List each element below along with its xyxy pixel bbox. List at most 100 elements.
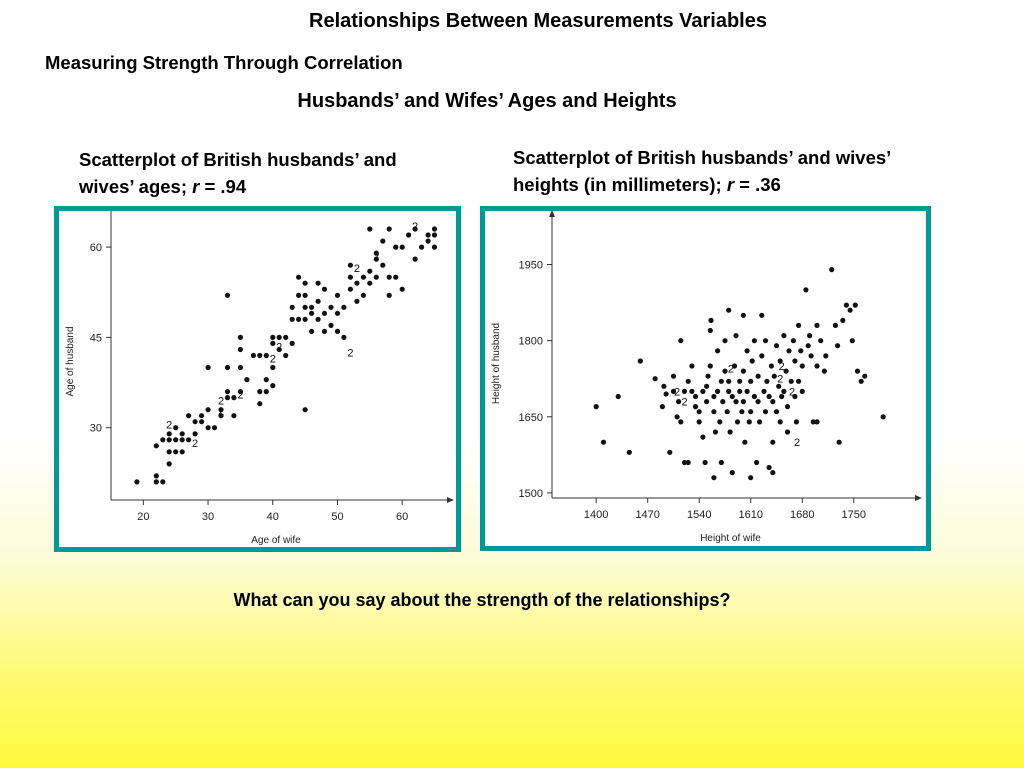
heights-point [678, 338, 684, 344]
ages-point [237, 364, 243, 371]
ages-point [302, 292, 308, 298]
heights-x-tick-label: 1750 [842, 509, 866, 521]
caption-heights-r-value: = .36 [734, 174, 781, 195]
ages-point [334, 328, 341, 334]
ages-point [270, 383, 276, 389]
heights-x-tick-label: 1400 [584, 509, 608, 521]
heights-point [626, 449, 632, 455]
heights-point [771, 373, 777, 379]
ages-point [296, 292, 302, 298]
heights-point [852, 302, 858, 308]
ages-point [224, 364, 231, 371]
heights-point [836, 439, 842, 445]
caption-ages-text: Scatterplot of British husbands’ and wiv… [79, 149, 397, 197]
heights-point [740, 312, 746, 318]
heights-point [696, 419, 702, 425]
heights-point [708, 317, 714, 323]
ages-point [309, 310, 315, 316]
heights-point [768, 363, 774, 369]
ages-point [179, 449, 185, 455]
heights-point [696, 409, 702, 415]
ages-point [231, 413, 237, 419]
heights-point [762, 409, 769, 415]
ages-point [257, 352, 263, 359]
heights-point [748, 475, 754, 481]
slide-subtitle: Measuring Strength Through Correlation [45, 52, 403, 73]
ages-point-label: 2 [276, 341, 282, 353]
heights-point [810, 419, 816, 425]
heights-y-tick-label: 1500 [519, 488, 543, 500]
heights-point [711, 393, 717, 400]
heights-point [692, 393, 699, 400]
heights-point [807, 333, 813, 339]
ages-point [302, 316, 308, 322]
heights-point [799, 363, 805, 369]
caption-heights-r-symbol: r [726, 174, 735, 195]
heights-x-tick-label: 1540 [687, 509, 711, 521]
ages-point [347, 262, 353, 268]
ages-point [354, 298, 360, 304]
ages-point [315, 280, 321, 286]
heights-point-label: 2 [794, 437, 800, 449]
caption-ages: Scatterplot of British husbands’ and wiv… [79, 146, 419, 200]
ages-point [205, 407, 211, 413]
ages-point [347, 274, 353, 280]
ages-point [270, 340, 276, 346]
ages-point [179, 431, 185, 437]
heights-point [792, 393, 798, 400]
heights-point [751, 393, 757, 400]
caption-heights: Scatterplot of British husbands’ and wiv… [513, 144, 913, 198]
heights-point [715, 388, 721, 394]
heights-point [704, 399, 710, 405]
ages-point [380, 262, 386, 268]
heights-point [663, 391, 669, 397]
ages-point [237, 334, 243, 340]
heights-point [749, 358, 755, 364]
ages-x-arrow [447, 497, 454, 503]
ages-point [237, 389, 243, 395]
heights-point [746, 419, 752, 425]
heights-point [818, 338, 824, 344]
ages-point-label: 2 [218, 396, 224, 408]
heights-point [637, 358, 643, 364]
heights-point [784, 404, 791, 410]
caption-ages-r-value: = .94 [199, 176, 247, 197]
ages-point [360, 274, 366, 280]
ages-point [153, 473, 159, 479]
heights-point [766, 464, 772, 471]
slide-title: Relationships Between Measurements Varia… [309, 10, 767, 32]
ages-x-axis-label: Age of wife [251, 535, 301, 546]
ages-point [412, 226, 418, 232]
ages-point [341, 304, 347, 310]
ages-y-tick-label: 60 [90, 242, 102, 254]
ages-point [237, 346, 243, 353]
heights-point [692, 404, 699, 410]
heights-point [748, 409, 754, 415]
heights-point [670, 373, 677, 379]
ages-point [431, 232, 438, 238]
ages-point-label: 2 [347, 348, 353, 360]
ages-point [224, 395, 231, 401]
ages-point [199, 413, 205, 419]
heights-point [781, 388, 787, 394]
ages-point [321, 286, 328, 292]
ages-point [263, 389, 269, 395]
ages-point [431, 244, 438, 250]
ages-x-tick-label: 50 [331, 511, 343, 523]
heights-point [759, 312, 765, 318]
heights-point [783, 368, 789, 374]
heights-point [790, 338, 796, 344]
ages-point [250, 352, 256, 359]
ages-point [231, 395, 237, 401]
heights-x-tick-label: 1680 [790, 509, 814, 521]
ages-point [328, 304, 334, 310]
ages-point [367, 280, 373, 286]
ages-point [134, 479, 140, 485]
heights-point [744, 348, 750, 354]
heights-point [858, 378, 864, 384]
heights-point [740, 399, 746, 405]
heights-point [711, 475, 717, 481]
heights-point [755, 373, 761, 379]
ages-point [173, 437, 179, 443]
ages-point [386, 292, 392, 298]
